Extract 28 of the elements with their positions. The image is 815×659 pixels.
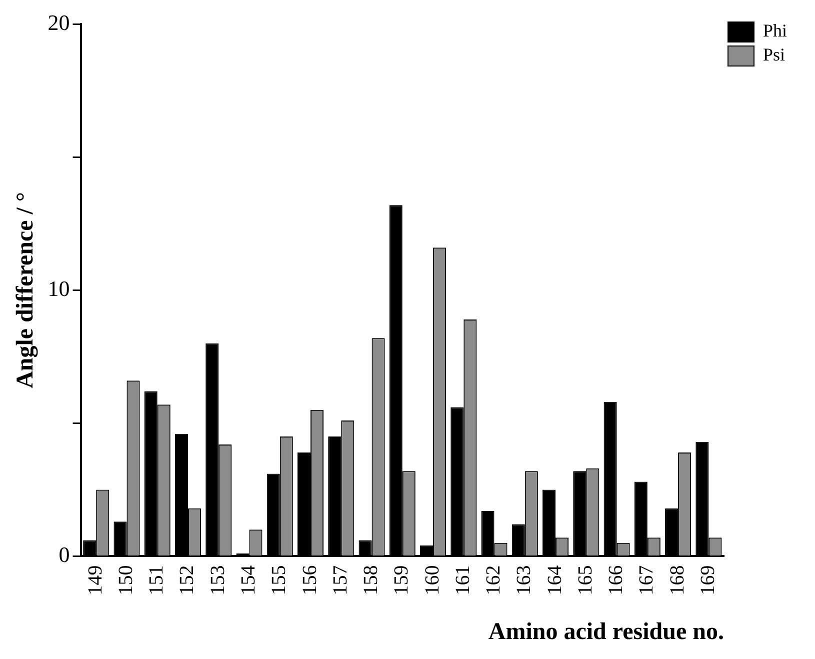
x-tick-label: 165 (574, 565, 596, 596)
y-tick-label: 0 (58, 542, 70, 567)
y-tick-label: 20 (48, 10, 70, 35)
x-tick-label: 163 (513, 565, 536, 596)
x-tick-label: 164 (544, 565, 566, 596)
x-tick-label: 169 (696, 565, 719, 596)
x-axis-title: Amino acid residue no. (488, 618, 724, 645)
x-tick-label: 153 (206, 565, 229, 596)
x-tick-label: 154 (238, 565, 260, 596)
x-tick-label: 156 (298, 565, 321, 596)
x-tick-label: 162 (482, 565, 505, 596)
x-tick-label: 158 (360, 565, 382, 596)
x-tick-label: 151 (146, 565, 168, 596)
x-tick-label: 166 (605, 565, 628, 596)
x-tick-label: 160 (421, 565, 444, 596)
x-tick-label: 168 (666, 565, 688, 596)
x-tick-label: 157 (329, 565, 352, 596)
x-tick-label: 155 (268, 565, 290, 596)
x-tick-label: 159 (390, 565, 413, 596)
x-tick-label: 161 (452, 565, 474, 596)
legend-label: Phi (762, 20, 788, 41)
y-tick-label: 10 (48, 276, 70, 301)
x-tick-label: 167 (636, 565, 658, 596)
y-axis-title: Angle difference / ° (12, 192, 39, 388)
x-tick-label: 152 (176, 565, 198, 596)
x-tick-label: 150 (114, 565, 137, 596)
x-tick-label: 149 (84, 565, 106, 596)
legend-label: Psi (762, 44, 786, 65)
